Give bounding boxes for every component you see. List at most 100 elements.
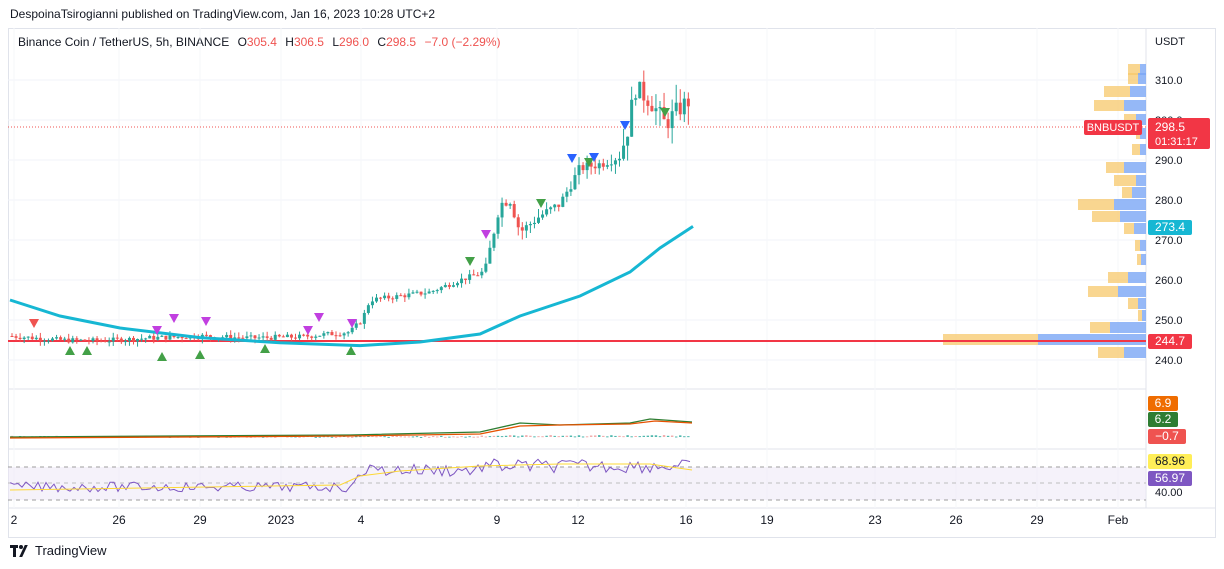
volume-bar xyxy=(1078,199,1114,210)
candle-body xyxy=(358,323,362,325)
candle-body xyxy=(322,333,326,336)
macd-histogram-bar xyxy=(658,436,662,438)
macd-histogram-bar xyxy=(533,436,536,438)
macd-histogram-bar xyxy=(427,436,431,438)
candle-body xyxy=(208,335,212,338)
candle-body xyxy=(204,334,208,336)
tradingview-logo-icon xyxy=(10,544,30,557)
candle-body xyxy=(362,312,366,324)
macd-histogram-bar xyxy=(557,436,560,438)
macd-histogram-bar xyxy=(314,436,317,438)
candle-body xyxy=(423,293,427,295)
volume-bar xyxy=(1136,175,1146,186)
macd-histogram-bar xyxy=(573,436,577,438)
macd-histogram-bar xyxy=(484,436,488,438)
candle-body xyxy=(577,165,581,176)
volume-bar xyxy=(1128,73,1138,84)
candle-body xyxy=(67,338,71,343)
candle-body xyxy=(115,337,119,339)
candle-body xyxy=(257,337,261,339)
volume-bar xyxy=(1135,240,1140,251)
candle-body xyxy=(95,338,99,341)
rsi-value-1: 68.96 xyxy=(1155,454,1185,468)
candle-body xyxy=(330,332,334,336)
macd-histogram-bar xyxy=(662,435,666,437)
candle-body xyxy=(273,334,277,340)
candle-body xyxy=(63,338,67,340)
candle-body xyxy=(261,336,265,338)
candle-body xyxy=(630,99,634,137)
macd-histogram-bar xyxy=(553,435,556,437)
macd-histogram-bar xyxy=(549,435,552,437)
macd-histogram-bar xyxy=(646,435,650,437)
macd-histogram-bar xyxy=(577,435,581,437)
candle-body xyxy=(168,335,172,340)
candle-body xyxy=(411,292,415,294)
rsi-tick-40: 40.00 xyxy=(1155,487,1183,499)
candle-body xyxy=(678,102,682,115)
time-tick: 12 xyxy=(571,513,585,527)
symbol-label[interactable]: Binance Coin / TetherUS, 5h, BINANCE xyxy=(18,35,230,49)
sell-marker-icon xyxy=(347,319,357,328)
macd-histogram-bar xyxy=(464,436,467,438)
sell-marker-icon xyxy=(589,153,599,162)
candle-body xyxy=(229,334,233,340)
candle-body xyxy=(91,338,95,342)
candle-body xyxy=(407,293,411,298)
publish-info: DespoinaTsirogianni published on Trading… xyxy=(10,7,436,21)
grid xyxy=(8,28,1146,508)
candle-body xyxy=(626,136,630,146)
footer-brand[interactable]: TradingView xyxy=(35,543,107,558)
macd-histogram-bar xyxy=(480,435,483,437)
macd-histogram-bar xyxy=(529,435,532,437)
macd-pane xyxy=(9,418,693,439)
sell-marker-icon xyxy=(152,326,162,335)
level-value-label: 244.7 xyxy=(1148,334,1192,349)
rsi-labels: 68.96 56.97 40.00 xyxy=(1148,454,1192,499)
macd-histogram-bar xyxy=(650,435,654,437)
candle-body xyxy=(545,209,549,215)
macd-histogram-bar xyxy=(444,436,447,438)
time-tick: 23 xyxy=(868,513,882,527)
candle-body xyxy=(472,274,476,276)
candle-body xyxy=(447,285,451,287)
candle-body xyxy=(658,107,662,109)
candle-body xyxy=(103,340,107,342)
countdown-text: 01:31:17 xyxy=(1155,136,1198,148)
price-tick: 270.0 xyxy=(1155,235,1183,247)
time-tick: 4 xyxy=(358,513,365,527)
low-label: L xyxy=(332,35,340,49)
candle-body xyxy=(508,204,512,206)
candle-body xyxy=(504,202,508,206)
candle-body xyxy=(184,338,188,340)
close-value: 298.5 xyxy=(386,35,417,49)
candle-body xyxy=(601,163,605,167)
candle-body xyxy=(111,337,115,342)
candle-body xyxy=(593,166,597,169)
buy-marker-icon xyxy=(65,346,75,355)
candle-body xyxy=(306,334,310,337)
candle-body xyxy=(484,263,488,272)
buy-marker-icon xyxy=(195,350,205,359)
candle-body xyxy=(464,278,468,280)
volume-bar xyxy=(1138,310,1142,321)
sell-marker-icon xyxy=(465,257,475,266)
moving-average-line[interactable] xyxy=(9,225,694,348)
candle-body xyxy=(439,287,443,291)
sell-marker-icon xyxy=(567,154,577,163)
candle-body xyxy=(127,337,131,341)
macd-histogram-bar xyxy=(415,436,419,438)
candle-body xyxy=(233,337,237,340)
volume-bar xyxy=(1132,144,1140,155)
candle-body xyxy=(379,297,383,299)
rsi-line xyxy=(9,458,691,493)
sell-marker-icon xyxy=(481,230,491,239)
macd-histogram-bar xyxy=(492,435,496,437)
volume-bar xyxy=(1094,100,1124,111)
sell-marker-icon xyxy=(314,313,324,322)
candle-body xyxy=(686,98,690,107)
macd-histogram-bar xyxy=(448,436,451,438)
macd-histogram-bar xyxy=(561,435,564,437)
candle-body xyxy=(265,336,269,338)
